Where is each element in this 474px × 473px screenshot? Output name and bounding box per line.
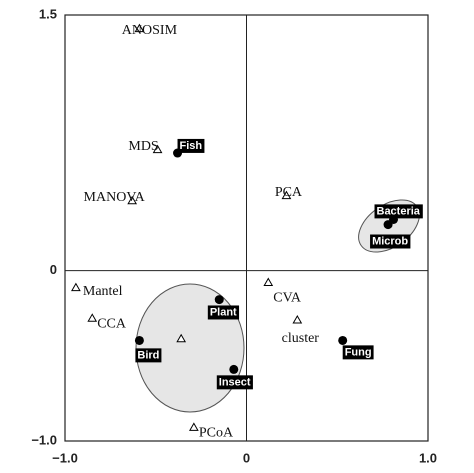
taxon-label: Bird (137, 349, 159, 361)
taxon-label: Bacteria (377, 205, 421, 217)
x-tick-label: 0 (243, 450, 250, 465)
triangle-marker (176, 333, 187, 343)
label-box (177, 138, 205, 153)
triangle-marker (292, 315, 303, 324)
label-box (207, 305, 240, 320)
triangle-marker (71, 282, 81, 292)
label-box (135, 348, 162, 363)
y-tick-label: 0 (50, 262, 57, 277)
triangle-marker (87, 313, 98, 322)
method-label: PCA (275, 185, 303, 200)
taxon-label: Fish (180, 140, 203, 152)
label-box (374, 204, 423, 219)
triangle-marker (263, 277, 274, 287)
label-box (216, 375, 253, 390)
taxon-label: Microb (372, 235, 408, 247)
triangle-marker (189, 422, 199, 431)
taxon-label: Insect (219, 376, 251, 388)
label-box (370, 234, 411, 249)
triangle-marker (127, 195, 138, 205)
triangle-marker (281, 190, 292, 200)
triangle-marker (152, 144, 163, 154)
method-label: CVA (273, 291, 302, 306)
group-ellipse (135, 283, 245, 413)
circle-marker (383, 220, 393, 230)
circle-marker (134, 335, 144, 345)
x-tick-label: 1.0 (419, 450, 437, 465)
triangle-marker (134, 23, 145, 33)
label-box (342, 345, 374, 360)
method-label: Mantel (83, 284, 123, 299)
taxon-label: Fung (345, 346, 372, 358)
circle-marker (229, 364, 239, 374)
taxon-label: Plant (210, 306, 237, 318)
method-label: MDS (128, 139, 158, 154)
method-label: MANOVA (84, 190, 146, 205)
x-tick-label: −1.0 (52, 450, 78, 465)
y-tick-label: 1.5 (39, 6, 57, 21)
method-label: cluster (282, 331, 320, 346)
y-tick-label: −1.0 (31, 432, 57, 447)
method-label: PCoA (199, 426, 234, 441)
circle-marker (338, 335, 348, 345)
method-label: CCA (97, 317, 127, 332)
method-label: ANOSIM (122, 23, 178, 38)
circle-marker (214, 295, 224, 305)
